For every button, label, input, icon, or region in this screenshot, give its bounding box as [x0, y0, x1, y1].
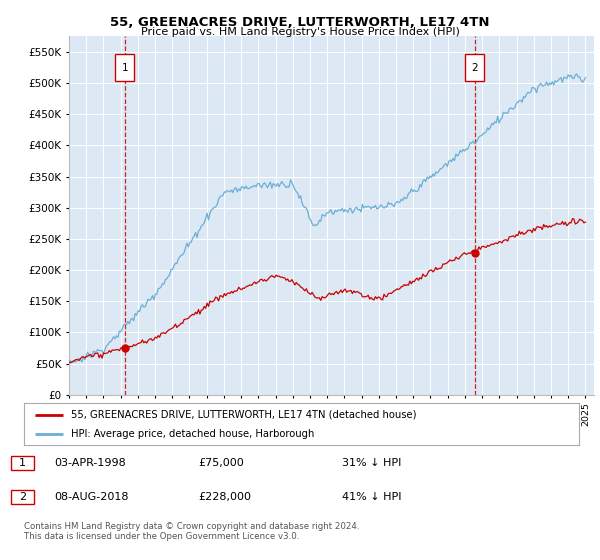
- Text: £75,000: £75,000: [198, 459, 244, 468]
- Text: 41% ↓ HPI: 41% ↓ HPI: [342, 492, 401, 502]
- FancyBboxPatch shape: [466, 54, 484, 81]
- Text: 1: 1: [19, 459, 26, 468]
- FancyBboxPatch shape: [115, 54, 134, 81]
- Text: 31% ↓ HPI: 31% ↓ HPI: [342, 459, 401, 468]
- Text: 08-AUG-2018: 08-AUG-2018: [54, 492, 128, 502]
- FancyBboxPatch shape: [11, 456, 34, 470]
- Text: 1: 1: [122, 63, 128, 73]
- Text: HPI: Average price, detached house, Harborough: HPI: Average price, detached house, Harb…: [71, 429, 314, 439]
- FancyBboxPatch shape: [11, 490, 34, 504]
- Text: Contains HM Land Registry data © Crown copyright and database right 2024.
This d: Contains HM Land Registry data © Crown c…: [24, 522, 359, 542]
- Text: 2: 2: [472, 63, 478, 73]
- Text: 55, GREENACRES DRIVE, LUTTERWORTH, LE17 4TN: 55, GREENACRES DRIVE, LUTTERWORTH, LE17 …: [110, 16, 490, 29]
- Text: £228,000: £228,000: [198, 492, 251, 502]
- Text: Price paid vs. HM Land Registry's House Price Index (HPI): Price paid vs. HM Land Registry's House …: [140, 27, 460, 37]
- Text: 03-APR-1998: 03-APR-1998: [54, 459, 126, 468]
- Text: 55, GREENACRES DRIVE, LUTTERWORTH, LE17 4TN (detached house): 55, GREENACRES DRIVE, LUTTERWORTH, LE17 …: [71, 410, 416, 420]
- Text: 2: 2: [19, 492, 26, 502]
